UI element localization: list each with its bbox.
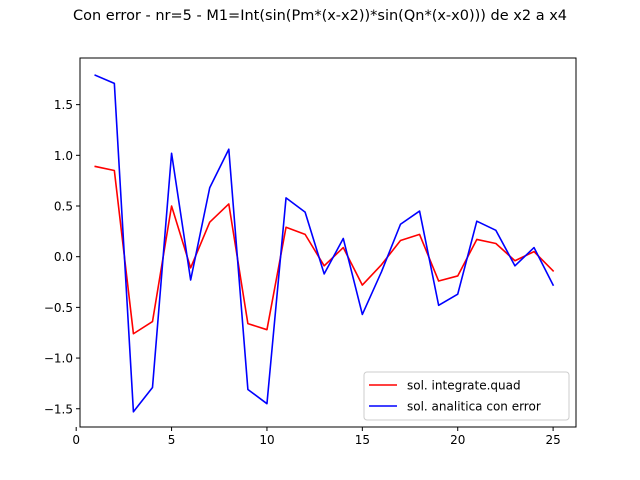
x-tick-label: 20: [450, 433, 465, 447]
axis-layer: 0 5 10 15 20 25 −1.5 −1.0 −0.5 0.0 0.5 1.0 1.5: [44, 98, 561, 447]
series-line-1: [94, 74, 555, 413]
plot-frame: [79, 57, 577, 428]
legend-box: [363, 371, 570, 421]
y-tick-label: 1.5: [54, 98, 73, 112]
y-tick-label: −0.5: [44, 301, 73, 315]
x-tick-label: 5: [168, 433, 176, 447]
y-tick-label: 0.0: [54, 250, 73, 264]
series-line-0: [94, 165, 555, 335]
legend: sol. integrate.quad sol. analitica con er…: [363, 371, 570, 421]
x-tick-label: 10: [259, 433, 274, 447]
series-layer: [94, 74, 555, 413]
y-tick-label: 0.5: [54, 200, 73, 214]
legend-label: sol. analitica con error: [407, 400, 541, 414]
legend-entry: sol. analitica con error: [369, 400, 541, 414]
chart-title: Con error - nr=5 - M1=Int(sin(Pm*(x-x2))…: [73, 8, 567, 24]
legend-entry: sol. integrate.quad: [369, 379, 521, 393]
y-tick-label: 1.0: [54, 149, 73, 163]
x-tick-label: 25: [545, 433, 560, 447]
x-tick-label: 15: [355, 433, 370, 447]
legend-label: sol. integrate.quad: [407, 379, 521, 393]
x-tick-label: 0: [72, 433, 80, 447]
y-tick-label: −1.5: [44, 402, 73, 416]
y-tick-label: −1.0: [44, 352, 73, 366]
